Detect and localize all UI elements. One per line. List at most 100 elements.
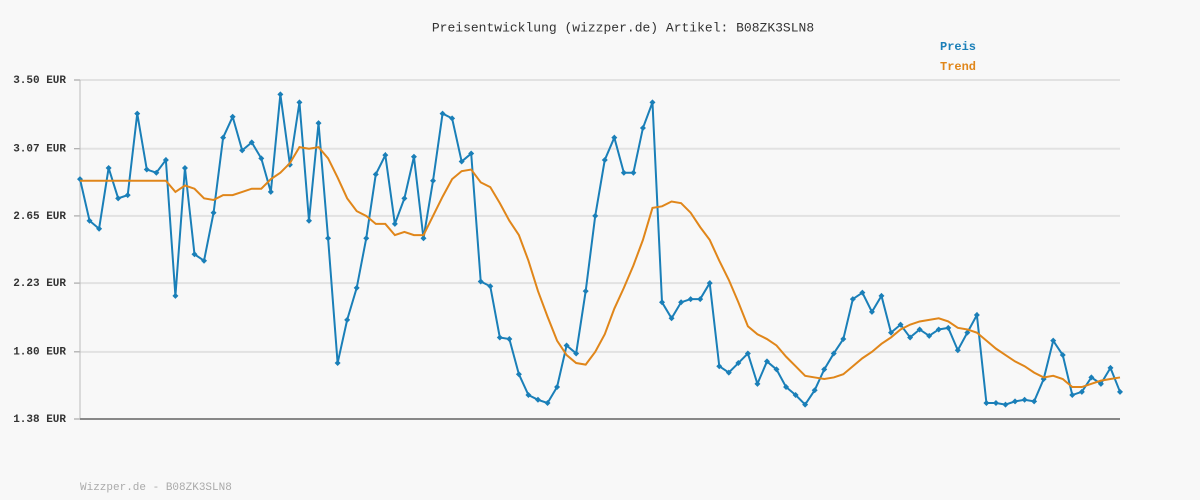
point-marker — [162, 156, 169, 163]
point-marker — [725, 369, 732, 376]
series-line — [80, 146, 1121, 389]
y-tick-label: 2.65 EUR — [13, 211, 66, 223]
point-marker — [239, 147, 246, 154]
point-marker — [86, 217, 93, 224]
point-marker — [305, 217, 312, 224]
chart-title: Preisentwicklung (wizzper.de) Artikel: B… — [432, 20, 814, 35]
point-marker — [344, 316, 351, 323]
point-marker — [229, 113, 236, 120]
point-marker — [201, 257, 208, 264]
y-tick-label: 1.38 EUR — [13, 414, 66, 426]
point-marker — [821, 366, 828, 373]
point-marker — [840, 336, 847, 343]
point-marker — [372, 171, 379, 178]
point-marker — [554, 384, 561, 391]
point-marker — [563, 342, 570, 349]
point-marker — [382, 152, 389, 159]
y-tick-label: 2.23 EUR — [13, 278, 66, 290]
point-marker — [744, 350, 751, 357]
point-marker — [668, 315, 675, 322]
point-marker — [1059, 352, 1066, 359]
point-marker — [1078, 388, 1085, 395]
point-marker — [964, 329, 971, 336]
point-marker — [878, 292, 885, 299]
point-marker — [515, 371, 522, 378]
point-marker — [277, 91, 284, 98]
point-marker — [458, 158, 465, 165]
point-marker — [248, 139, 255, 146]
point-marker — [935, 326, 942, 333]
point-marker — [334, 360, 341, 367]
point-marker — [697, 296, 704, 303]
point-marker — [830, 350, 837, 357]
point-marker — [849, 296, 856, 303]
point-marker — [439, 110, 446, 117]
point-marker — [1031, 398, 1038, 405]
point-marker — [630, 169, 637, 176]
point-marker — [1021, 396, 1028, 403]
y-tick-label: 1.80 EUR — [13, 347, 66, 359]
point-marker — [735, 360, 742, 367]
point-marker — [525, 392, 532, 399]
point-marker — [363, 235, 370, 242]
point-marker — [983, 400, 990, 407]
point-marker — [1088, 374, 1095, 381]
point-marker — [611, 134, 618, 141]
point-marker — [401, 195, 408, 202]
legend-label: Trend — [940, 60, 976, 74]
point-marker — [868, 308, 875, 315]
point-marker — [267, 188, 274, 195]
point-marker — [315, 120, 322, 127]
point-marker — [659, 299, 666, 306]
point-marker — [191, 251, 198, 258]
point-marker — [1069, 392, 1076, 399]
point-marker — [105, 164, 112, 171]
point-marker — [153, 169, 160, 176]
point-marker — [487, 283, 494, 290]
point-marker — [763, 358, 770, 365]
point-marker — [124, 192, 131, 199]
point-marker — [1117, 388, 1123, 395]
point-marker — [582, 288, 589, 295]
point-marker — [1002, 401, 1009, 408]
point-marker — [96, 225, 103, 232]
point-marker — [143, 166, 150, 173]
point-marker — [888, 329, 895, 336]
point-marker — [678, 299, 685, 306]
point-marker — [601, 156, 608, 163]
point-marker — [115, 195, 122, 202]
point-marker — [916, 326, 923, 333]
point-marker — [620, 169, 627, 176]
point-marker — [544, 400, 551, 407]
point-marker — [907, 334, 914, 341]
point-marker — [897, 321, 904, 328]
point-marker — [706, 280, 713, 287]
point-marker — [859, 289, 866, 296]
point-marker — [181, 164, 188, 171]
point-marker — [420, 235, 427, 242]
point-marker — [506, 336, 513, 343]
point-marker — [210, 209, 217, 216]
point-marker — [783, 384, 790, 391]
point-marker — [687, 296, 694, 303]
y-tick-label: 3.50 EUR — [13, 75, 66, 87]
point-marker — [1107, 364, 1114, 371]
point-marker — [134, 110, 141, 117]
point-marker — [802, 401, 809, 408]
point-marker — [172, 292, 179, 299]
point-marker — [496, 334, 503, 341]
point-marker — [573, 350, 580, 357]
point-marker — [792, 392, 799, 399]
point-marker — [296, 99, 303, 106]
point-marker — [1097, 380, 1104, 387]
point-marker — [477, 278, 484, 285]
point-marker — [220, 134, 227, 141]
point-marker — [926, 332, 933, 339]
point-marker — [325, 235, 332, 242]
point-marker — [773, 366, 780, 373]
point-marker — [973, 312, 980, 319]
point-marker — [1012, 398, 1019, 405]
point-marker — [945, 324, 952, 331]
